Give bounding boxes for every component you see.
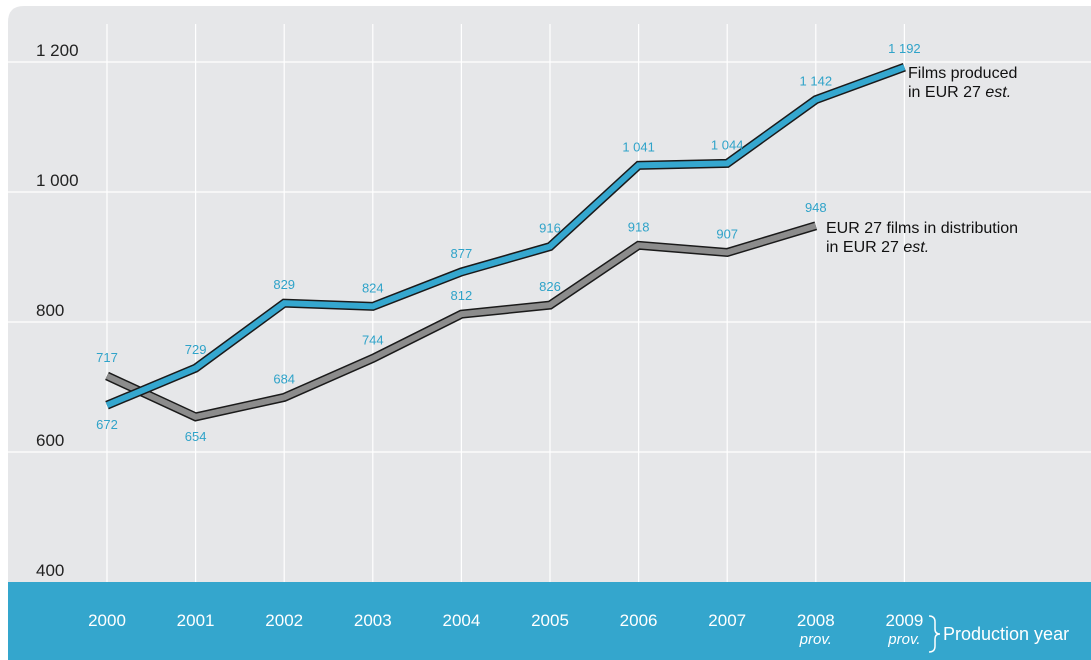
series-label: EUR 27 films in distribution (826, 220, 1018, 237)
x-tick-sublabel: prov. (799, 631, 832, 648)
x-tick-label: 2009 (885, 611, 923, 630)
x-axis-brace (928, 615, 941, 653)
y-tick-label: 400 (36, 561, 64, 580)
series-label: Films produced (908, 65, 1017, 82)
data-label: 654 (185, 429, 207, 444)
y-tick-label: 600 (36, 431, 64, 450)
data-label: 907 (716, 226, 738, 241)
data-label: 812 (451, 288, 473, 303)
x-axis-label: Production year (943, 624, 1069, 644)
data-label: 1 041 (622, 139, 655, 154)
data-label: 717 (96, 350, 118, 365)
data-labels: 672 729 829 824 877 916 1 041 1 044 1 142 1 192 71… (96, 41, 921, 444)
x-tick-label: 2000 (88, 611, 126, 630)
x-tick-label: 2001 (177, 611, 215, 630)
data-label: 1 142 (800, 74, 833, 89)
y-axis: 400 600 800 1 000 1 200 (36, 41, 79, 580)
data-label: 729 (185, 342, 207, 357)
x-tick-label: 2006 (620, 611, 658, 630)
series-labels: Films produced in EUR 27 est. EUR 27 films… (826, 65, 1018, 256)
x-axis: 2000 2001 2002 2003 2004 2005 2006 2007 2008prov… (88, 611, 923, 648)
data-label: 826 (539, 279, 561, 294)
x-tick-label: 2007 (708, 611, 746, 630)
x-tick-label: 2004 (442, 611, 480, 630)
series-label: in EUR 27 est. (826, 239, 929, 256)
data-label: 744 (362, 332, 384, 347)
data-label: 672 (96, 417, 118, 432)
x-axis-band (8, 582, 1091, 660)
x-tick-label: 2005 (531, 611, 569, 630)
data-label: 1 044 (711, 137, 744, 152)
y-tick-label: 1 200 (36, 41, 79, 60)
data-label: 948 (805, 200, 827, 215)
x-tick-label: 2002 (265, 611, 303, 630)
data-label: 684 (273, 371, 295, 386)
data-label: 918 (628, 219, 650, 234)
data-label: 877 (451, 246, 473, 261)
series-label: in EUR 27 est. (908, 84, 1011, 101)
x-tick-sublabel: prov. (887, 631, 920, 648)
x-tick-label: 2008 (797, 611, 835, 630)
series-line (105, 222, 817, 421)
data-label: 824 (362, 280, 384, 295)
data-label: 1 192 (888, 41, 921, 56)
series-lines (105, 62, 906, 422)
x-tick-label: 2003 (354, 611, 392, 630)
y-tick-label: 800 (36, 301, 64, 320)
x-axis-label-group: Production year (928, 615, 1069, 653)
data-label: 829 (273, 277, 295, 292)
series-line (105, 64, 906, 408)
data-label: 916 (539, 221, 561, 236)
y-tick-label: 1 000 (36, 171, 79, 190)
